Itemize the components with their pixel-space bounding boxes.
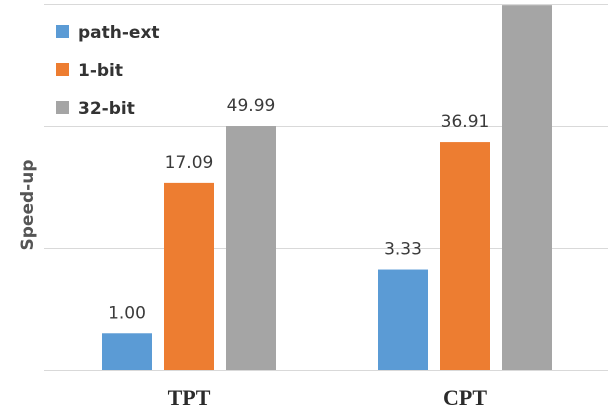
bar-path-ext-TPT [102, 333, 152, 370]
data-label: 36.91 [441, 112, 490, 132]
legend-label: path-ext [78, 23, 160, 43]
bar-32-bit-TPT [226, 126, 276, 371]
legend-swatch [56, 101, 69, 114]
bar-32-bit-CPT [502, 5, 552, 370]
x-tick-labels: TPT CPT [168, 385, 488, 410]
data-label: 1.00 [108, 303, 146, 323]
x-tick-label: TPT [168, 385, 211, 410]
legend-label: 32-bit [78, 99, 135, 119]
legend: path-ext 1-bit 32-bit [56, 23, 160, 119]
data-label: 49.99 [227, 96, 276, 116]
bar-1-bit-CPT [440, 142, 490, 370]
bars [102, 5, 552, 371]
legend-swatch [56, 63, 69, 76]
legend-label: 1-bit [78, 61, 123, 81]
data-label: 3.33 [384, 240, 422, 260]
y-axis-title: Speed-up [18, 160, 38, 251]
x-tick-label: CPT [443, 385, 487, 410]
legend-swatch [56, 25, 69, 38]
data-label: 17.09 [165, 153, 214, 173]
bar-path-ext-CPT [378, 269, 428, 370]
bar-1-bit-TPT [164, 182, 214, 370]
